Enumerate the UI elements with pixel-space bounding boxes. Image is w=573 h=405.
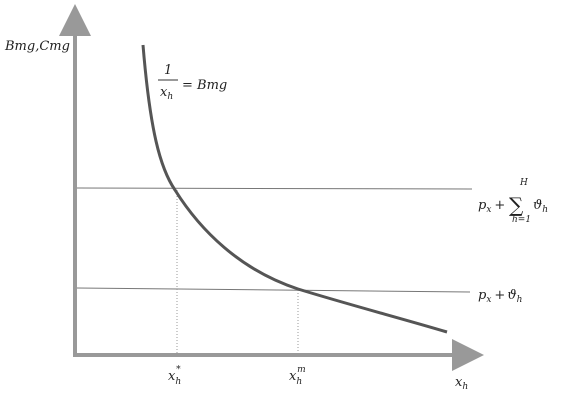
subscript: h [542, 205, 548, 215]
subscript: h [462, 382, 468, 392]
sum-lower: h=1 [512, 215, 531, 225]
subscript: h [517, 295, 523, 305]
line-label: px + ϑh [478, 288, 522, 305]
subscript: x [486, 205, 491, 215]
lower-line [76, 287, 471, 293]
sum-upper: H [519, 178, 528, 188]
text: x [289, 369, 297, 384]
x-mark: xh * [168, 365, 181, 387]
superscript: m [297, 365, 306, 375]
numerator: 1 [164, 63, 172, 78]
text: ϑ [533, 198, 542, 213]
x-axis-label: xh [455, 375, 468, 392]
text: + [494, 198, 505, 213]
line-label: px + [478, 198, 505, 215]
superscript: * [176, 365, 181, 375]
subscript: x [486, 295, 491, 305]
line-label-term: ϑh [533, 198, 548, 215]
y-axis-label: Bmg,Cmg [4, 39, 70, 54]
text: x [168, 369, 176, 384]
text: x [160, 85, 168, 100]
denominator: xh [160, 85, 173, 102]
text: p [478, 198, 487, 213]
subscript: h [296, 377, 302, 387]
curve-rhs: = Bmg [182, 78, 227, 93]
upper-line [76, 187, 473, 190]
text: x [455, 375, 463, 390]
x-mark: xhm [289, 365, 306, 387]
text: + [494, 288, 505, 303]
text: p [478, 288, 487, 303]
curve [141, 44, 448, 334]
text: ϑ [507, 288, 516, 303]
subscript: h [167, 92, 173, 102]
sum-sign: ∑ [509, 193, 524, 217]
subscript: h [175, 377, 181, 387]
